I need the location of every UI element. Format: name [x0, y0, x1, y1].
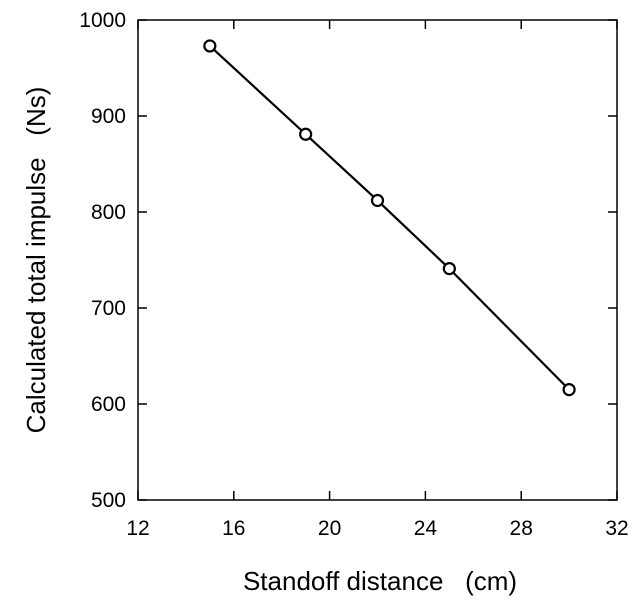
y-tick-label: 500 — [91, 489, 126, 512]
x-axis-title: Standoff distance (cm) — [243, 566, 517, 596]
data-point — [562, 383, 576, 397]
y-tick-label: 600 — [91, 393, 126, 416]
x-tick-label: 12 — [126, 517, 149, 540]
y-tick-label: 1000 — [79, 9, 126, 32]
x-tick-label: 16 — [222, 517, 245, 540]
data-point — [442, 262, 456, 276]
series-line — [209, 45, 570, 391]
data-point — [370, 193, 385, 208]
y-tick-label: 700 — [91, 297, 126, 320]
ticks — [137, 19, 618, 501]
plot-area-frame — [137, 19, 618, 501]
data-points — [203, 39, 576, 397]
data-point — [203, 39, 217, 53]
x-tick-label: 20 — [318, 517, 341, 540]
x-tick-label: 24 — [414, 517, 438, 540]
x-tick-label: 32 — [605, 517, 628, 540]
data-point — [299, 127, 313, 141]
tick-labels: 12 16 20 24 28 32 500 600 700 800 900 1000 — [79, 9, 628, 540]
y-axis-title: Calculated total impulse (Ns) — [21, 87, 51, 434]
x-tick-label: 28 — [510, 517, 533, 540]
y-tick-label: 800 — [91, 201, 126, 224]
y-tick-label: 900 — [91, 105, 126, 128]
